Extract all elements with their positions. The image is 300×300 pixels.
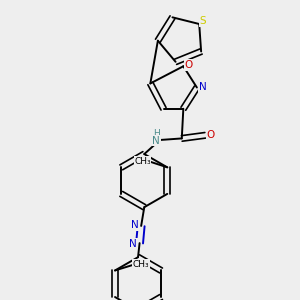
Text: N: N [152,136,160,146]
Text: CH₃: CH₃ [133,260,149,269]
Text: N: N [199,82,206,92]
Text: H: H [153,129,160,138]
Text: N: N [131,220,139,230]
Text: CH₃: CH₃ [134,157,151,166]
Text: N: N [130,239,137,249]
Text: O: O [207,130,215,140]
Text: S: S [200,16,206,26]
Text: O: O [184,60,193,70]
